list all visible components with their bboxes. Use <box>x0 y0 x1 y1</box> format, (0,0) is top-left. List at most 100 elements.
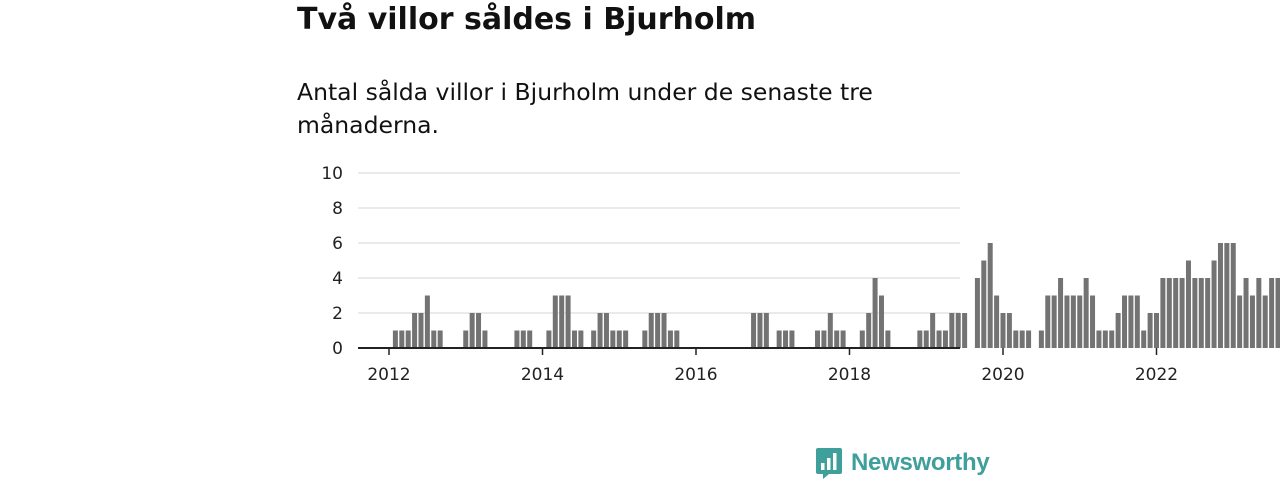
bar <box>616 330 622 348</box>
bar <box>1077 295 1083 348</box>
bar <box>1185 260 1191 348</box>
bar <box>1070 295 1076 348</box>
bar <box>1058 278 1064 348</box>
bar <box>463 330 469 348</box>
bar <box>565 295 571 348</box>
bar <box>552 295 558 348</box>
bar <box>1205 278 1211 348</box>
bar <box>412 313 418 348</box>
y-axis-ticks: 0 2 4 6 8 10 <box>321 164 343 359</box>
bar <box>930 313 936 348</box>
bar <box>1006 313 1012 348</box>
bar <box>578 330 584 348</box>
bar <box>1026 330 1032 348</box>
bar <box>642 330 648 348</box>
x-tick-label: 2016 <box>674 365 717 385</box>
bar <box>763 313 769 348</box>
y-tick-label: 8 <box>332 199 343 219</box>
bar <box>1128 295 1134 348</box>
bar <box>655 313 661 348</box>
bar <box>1237 295 1243 348</box>
bar <box>591 330 597 348</box>
x-tick-label: 2012 <box>367 365 410 385</box>
bar <box>1122 295 1128 348</box>
y-tick-label: 0 <box>332 339 343 359</box>
bar <box>821 330 827 348</box>
bar <box>661 313 667 348</box>
bar <box>1090 295 1096 348</box>
bar <box>546 330 552 348</box>
bar <box>974 278 980 348</box>
bar <box>597 313 603 348</box>
bar <box>981 260 987 348</box>
x-tick-label: 2018 <box>828 365 871 385</box>
bar <box>789 330 795 348</box>
bar <box>1083 278 1089 348</box>
y-tick-label: 6 <box>332 234 343 254</box>
bar <box>878 295 884 348</box>
y-tick-label: 4 <box>332 269 343 289</box>
bar <box>674 330 680 348</box>
bar <box>1141 330 1147 348</box>
bar <box>1160 278 1166 348</box>
bar <box>994 295 1000 348</box>
bar <box>1224 243 1230 348</box>
bar <box>923 330 929 348</box>
bar <box>623 330 629 348</box>
bar <box>840 330 846 348</box>
bar <box>648 313 654 348</box>
bars <box>392 243 1280 348</box>
bar <box>1154 313 1159 348</box>
bar <box>942 330 948 348</box>
bar <box>482 330 488 348</box>
bar <box>1166 278 1172 348</box>
bar <box>1179 278 1185 348</box>
bar <box>962 313 968 348</box>
bar <box>776 330 782 348</box>
bar <box>936 330 942 348</box>
bar <box>527 330 533 348</box>
bar <box>1147 313 1153 348</box>
bar <box>1198 278 1204 348</box>
bar <box>392 330 398 348</box>
x-axis-ticks: 20122014201620182020202220242026 <box>358 347 1178 385</box>
bar <box>437 330 443 348</box>
x-tick-label: 2014 <box>521 365 564 385</box>
chart-subtitle: Antal sålda villor i Bjurholm under de s… <box>297 78 873 139</box>
bar <box>1269 278 1275 348</box>
x-tick-label: 2020 <box>981 365 1024 385</box>
bar <box>815 330 821 348</box>
y-tick-label: 2 <box>332 304 343 324</box>
bar <box>1096 330 1102 348</box>
bar <box>1019 330 1025 348</box>
bar <box>949 313 955 348</box>
bar <box>1000 313 1006 348</box>
bar <box>603 313 609 348</box>
x-tick-label: 2022 <box>1135 365 1178 385</box>
bar <box>917 330 923 348</box>
bar <box>1192 278 1198 348</box>
newsworthy-logo-icon <box>816 448 842 479</box>
bar <box>514 330 520 348</box>
bar <box>399 330 405 348</box>
bar <box>1115 313 1121 348</box>
bar <box>866 313 872 348</box>
bar <box>1013 330 1019 348</box>
bar <box>1173 278 1179 348</box>
bar <box>405 330 411 348</box>
bar <box>834 330 840 348</box>
bar <box>1256 278 1262 348</box>
bar <box>1275 278 1280 348</box>
bar <box>476 313 482 348</box>
bar <box>1134 295 1140 348</box>
bar <box>885 330 891 348</box>
brand: Newsworthy <box>815 446 990 480</box>
bar <box>559 295 565 348</box>
bar <box>469 313 475 348</box>
bar <box>783 330 789 348</box>
bar <box>987 243 993 348</box>
bar <box>1051 295 1057 348</box>
bar <box>431 330 437 348</box>
bar <box>1262 295 1268 348</box>
